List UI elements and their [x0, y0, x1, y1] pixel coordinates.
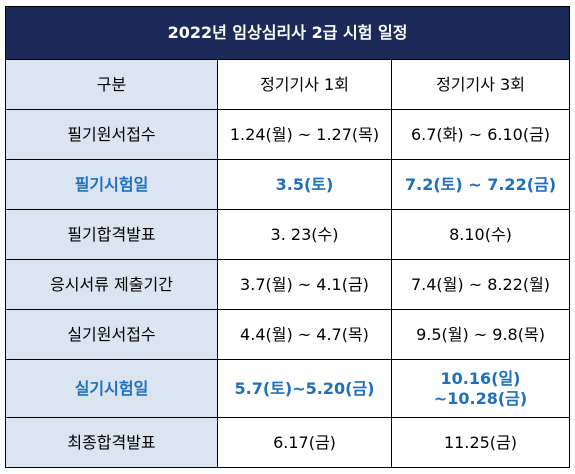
table-row: 최종합격발표 6.17(금) 11.25(금): [5, 417, 571, 468]
table-title: 2022년 임상심리사 2급 시험 일정: [4, 6, 571, 60]
table-row: 필기시험일 3.5(토) 7.2(토) ~ 7.22(금): [5, 159, 571, 210]
exam-schedule-table: 2022년 임상심리사 2급 시험 일정 구분 정기기사 1회 정기기사 3회 …: [4, 6, 571, 468]
session-3-value: 6.7(화) ~ 6.10(금): [390, 109, 571, 160]
header-session-1: 정기기사 1회: [217, 59, 392, 110]
session-3-value: 8.10(수): [390, 209, 571, 260]
header-row: 구분 정기기사 1회 정기기사 3회: [5, 59, 571, 110]
header-session-3: 정기기사 3회: [390, 59, 571, 110]
row-label: 필기원서접수: [5, 109, 218, 160]
row-label: 필기합격발표: [5, 209, 218, 260]
table-row: 필기원서접수 1.24(월) ~ 1.27(목) 6.7(화) ~ 6.10(금…: [5, 109, 571, 160]
session-3-value: 7.4(월) ~ 8.22(월): [390, 259, 571, 310]
session-1-value: 3.5(토): [217, 159, 392, 210]
title-row: 2022년 임상심리사 2급 시험 일정: [4, 6, 571, 60]
table-row: 필기합격발표 3. 23(수) 8.10(수): [5, 209, 571, 260]
session-1-value: 5.7(토)~5.20(금): [217, 359, 392, 418]
row-label: 실기시험일: [5, 359, 218, 418]
session-3-value-line-2: ~10.28(금): [433, 388, 528, 408]
row-label: 응시서류 제출기간: [5, 259, 218, 310]
session-3-value: 11.25(금): [390, 417, 571, 468]
session-3-value-line-1: 10.16(일): [440, 368, 521, 388]
session-1-value: 1.24(월) ~ 1.27(목): [217, 109, 392, 160]
session-1-value: 3. 23(수): [217, 209, 392, 260]
table-row: 실기시험일 5.7(토)~5.20(금) 10.16(일) ~10.28(금): [5, 359, 571, 418]
row-label: 실기원서접수: [5, 309, 218, 360]
row-label: 최종합격발표: [5, 417, 218, 468]
session-3-value: 10.16(일) ~10.28(금): [390, 359, 571, 418]
session-1-value: 3.7(월) ~ 4.1(금): [217, 259, 392, 310]
session-3-value: 7.2(토) ~ 7.22(금): [390, 159, 571, 210]
row-label: 필기시험일: [5, 159, 218, 210]
header-category: 구분: [5, 59, 218, 110]
table-row: 응시서류 제출기간 3.7(월) ~ 4.1(금) 7.4(월) ~ 8.22(…: [5, 259, 571, 310]
session-1-value: 4.4(월) ~ 4.7(목): [217, 309, 392, 360]
table-row: 실기원서접수 4.4(월) ~ 4.7(목) 9.5(월) ~ 9.8(목): [5, 309, 571, 360]
session-3-value: 9.5(월) ~ 9.8(목): [390, 309, 571, 360]
session-1-value: 6.17(금): [217, 417, 392, 468]
